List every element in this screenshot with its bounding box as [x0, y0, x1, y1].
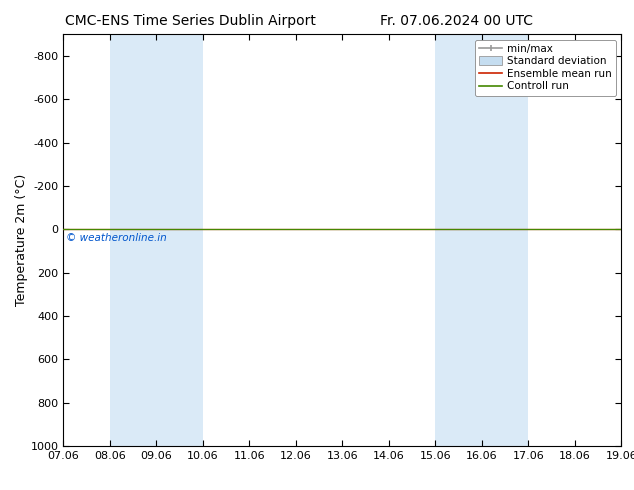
Text: Fr. 07.06.2024 00 UTC: Fr. 07.06.2024 00 UTC	[380, 14, 533, 28]
Bar	[110, 34, 203, 446]
Bar	[436, 34, 528, 446]
Y-axis label: Temperature 2m (°C): Temperature 2m (°C)	[15, 174, 28, 306]
Text: CMC-ENS Time Series Dublin Airport: CMC-ENS Time Series Dublin Airport	[65, 14, 316, 28]
Text: © weatheronline.in: © weatheronline.in	[66, 233, 167, 243]
Legend: min/max, Standard deviation, Ensemble mean run, Controll run: min/max, Standard deviation, Ensemble me…	[475, 40, 616, 96]
